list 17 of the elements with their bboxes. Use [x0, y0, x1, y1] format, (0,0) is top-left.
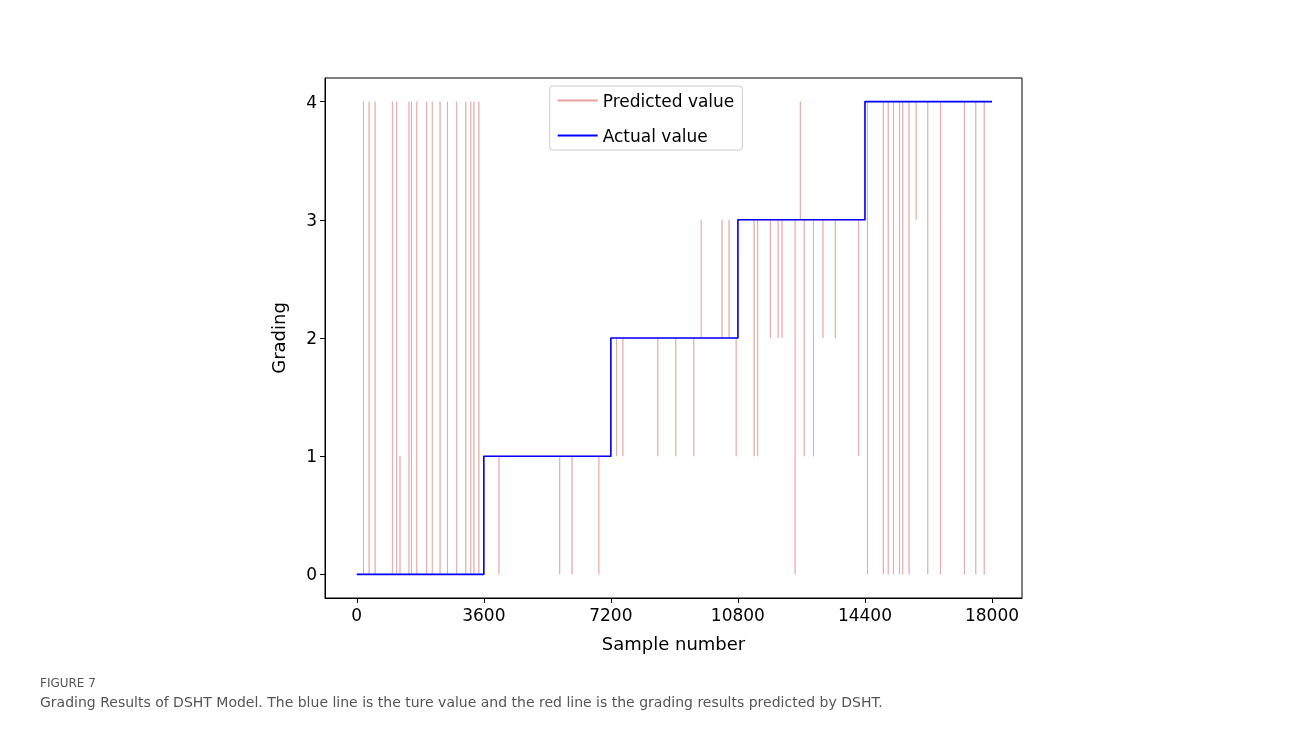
x-tick-label: 10800 — [710, 604, 765, 625]
legend-label: Predicted value — [602, 90, 735, 111]
x-tick-label: 0 — [351, 604, 363, 625]
y-axis-title: Grading — [267, 302, 289, 374]
x-tick-label: 3600 — [462, 604, 506, 625]
x-tick-label: 7200 — [589, 604, 633, 625]
y-tick-label: 0 — [306, 564, 317, 585]
y-tick-label: 1 — [306, 446, 317, 467]
text: Grading Results of DSHT Model. The blue line is the ture value and the red line is the grading results predicted by DSHT. — [40, 694, 884, 710]
x-tick-label: 14400 — [837, 604, 892, 625]
y-tick-label: 4 — [306, 91, 317, 112]
y-tick-label: 3 — [306, 209, 317, 230]
y-tick-label: 2 — [306, 328, 317, 348]
x-axis-title: Sample number — [601, 632, 746, 654]
caption: FIGURE 7 — [40, 676, 97, 690]
legend-label: Actual value — [602, 125, 708, 146]
x-tick-label: 18000 — [964, 604, 1020, 625]
